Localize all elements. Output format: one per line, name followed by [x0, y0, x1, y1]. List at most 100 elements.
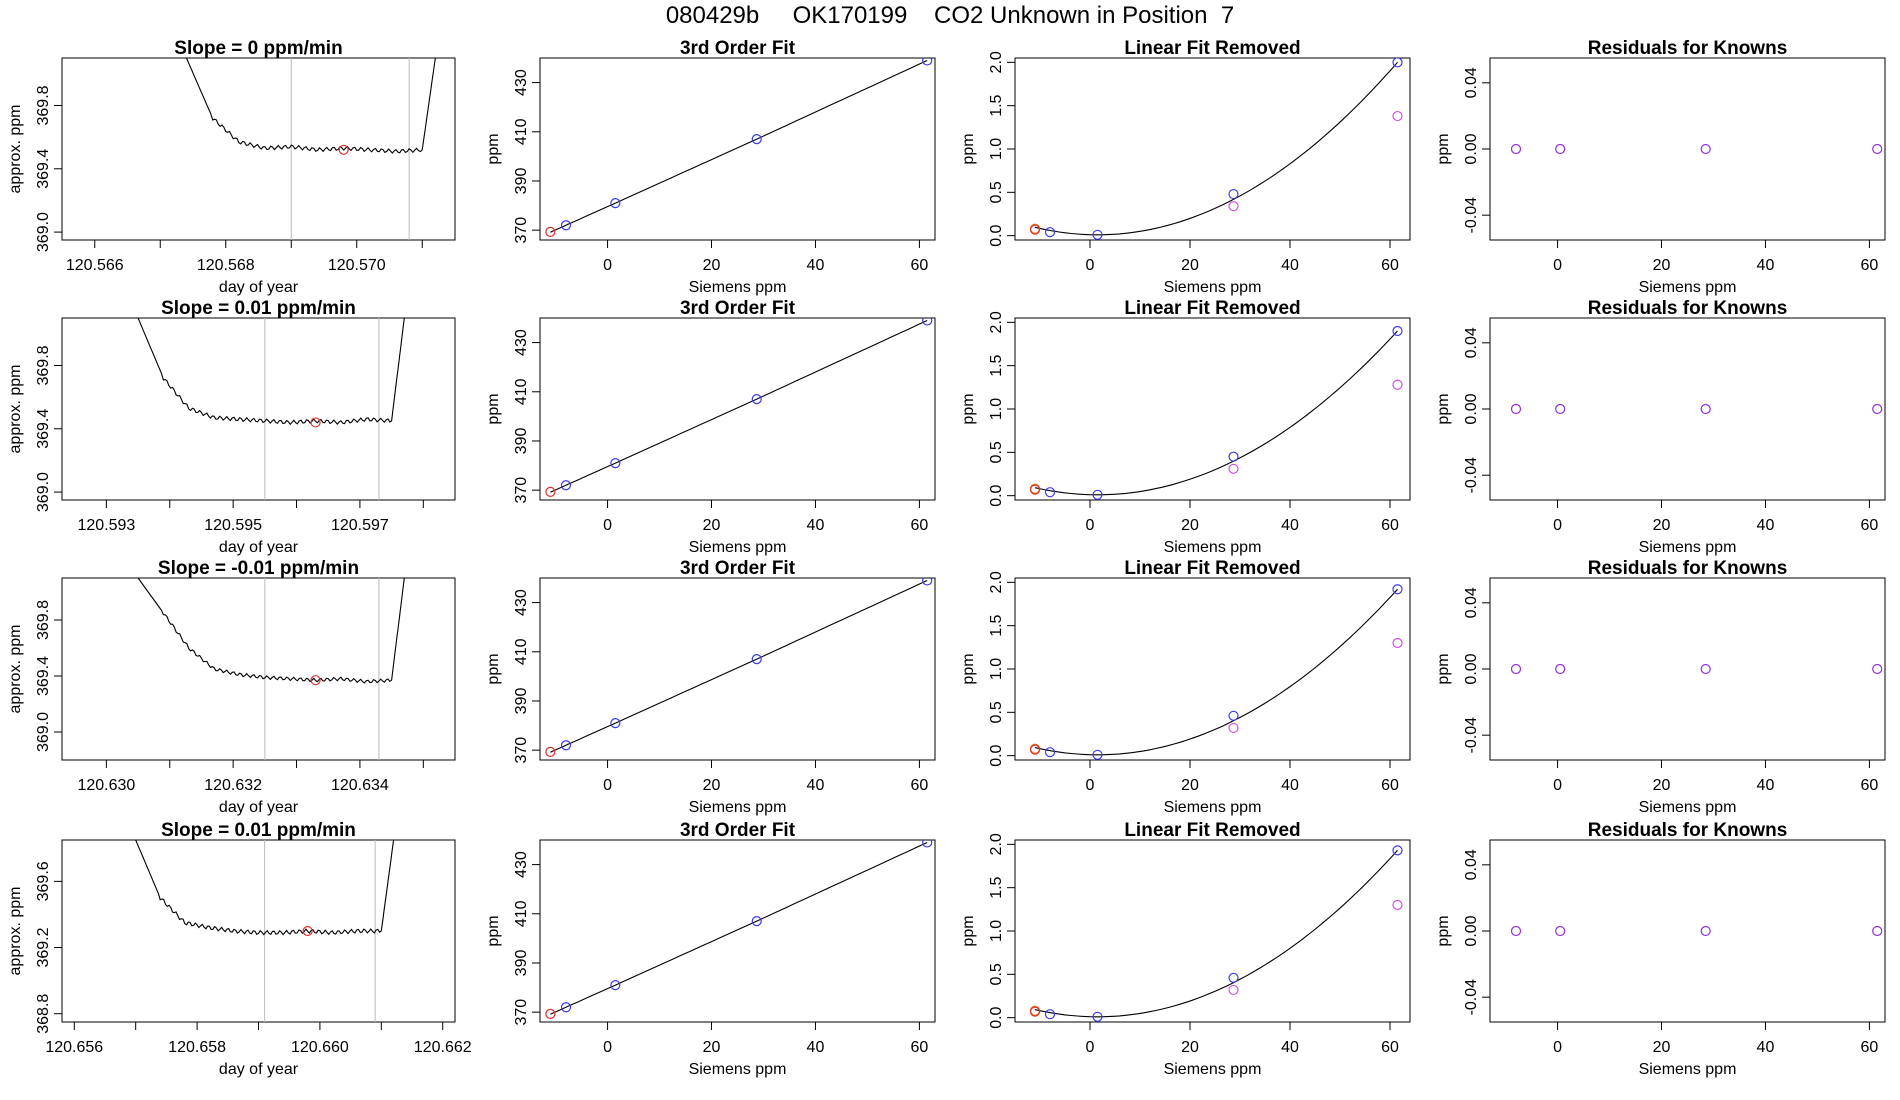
x-tick-label: 40	[807, 517, 825, 534]
panel-1-2: 3rd Order Fit Siemens ppm ppm 0 20 40 60 370 390…	[485, 558, 936, 816]
x-tick-label: 20	[1653, 777, 1671, 794]
panel-title: Slope = 0.01 ppm/min	[161, 820, 356, 841]
residual-point	[1872, 143, 1883, 155]
panel-title: 3rd Order Fit	[680, 298, 796, 319]
x-tick-label: 40	[1281, 777, 1299, 794]
unknown-point	[338, 144, 349, 155]
y-tick-label: 1.0	[988, 920, 1005, 942]
unknown-point	[545, 1008, 556, 1019]
x-tick-label: 20	[703, 777, 721, 794]
y-tick-label: 390	[513, 950, 530, 977]
y-tick-label: 0.0	[988, 744, 1005, 766]
known-point	[1228, 972, 1239, 983]
x-tick-label: 40	[1757, 1039, 1775, 1056]
x-axis-label: Siemens ppm	[689, 539, 787, 556]
y-tick-label: 369.8	[35, 345, 52, 385]
known-point	[922, 318, 933, 326]
figure-title: 080429b OK170199 CO2 Unknown in Position…	[665, 2, 1235, 29]
x-tick-label: 0	[1553, 257, 1562, 274]
data-layer	[545, 318, 933, 497]
plot-frame	[61, 57, 456, 241]
fit-curve	[1034, 61, 1398, 236]
y-tick-label: 369.8	[35, 600, 52, 640]
y-tick-label: 1.5	[988, 614, 1005, 636]
known-point	[560, 740, 572, 751]
x-tick-label: 40	[807, 777, 825, 794]
data-layer	[1510, 143, 1883, 155]
x-tick-label: 40	[1281, 1039, 1299, 1056]
known-point	[751, 916, 762, 927]
y-tick-label: 0.04	[1463, 67, 1480, 98]
residual-point	[1555, 403, 1566, 415]
x-axis-label: day of year	[219, 539, 299, 556]
panel-title: Residuals for Knowns	[1588, 298, 1788, 319]
x-tick-label: 120.568	[197, 257, 255, 274]
residual-point	[1555, 663, 1566, 675]
y-tick-label: 0.04	[1463, 587, 1480, 618]
known-point	[1228, 710, 1239, 721]
plot-frame	[1489, 839, 1886, 1023]
y-axis-label: approx. ppm	[7, 887, 24, 976]
y-tick-label: 370	[513, 217, 530, 244]
data-layer	[137, 578, 405, 760]
x-tick-label: 0	[603, 1039, 612, 1056]
y-tick-label: 369.4	[35, 149, 52, 189]
data-layer	[1510, 925, 1883, 937]
x-axis-label: day of year	[219, 279, 299, 296]
fit-residual-point	[1392, 637, 1403, 649]
x-axis-label: Siemens ppm	[1639, 799, 1737, 816]
y-axis-label: ppm	[960, 915, 977, 946]
y-tick-label: -0.04	[1463, 457, 1480, 494]
x-tick-label: 40	[1757, 517, 1775, 534]
fit-residual-point	[1228, 984, 1239, 996]
y-tick-label: 410	[513, 900, 530, 927]
unknown-point	[1029, 224, 1041, 235]
residual-point	[1510, 143, 1522, 155]
plot-frame	[1014, 839, 1411, 1023]
data-layer	[1029, 845, 1403, 1022]
x-tick-label: 60	[1861, 1039, 1879, 1056]
known-point	[1044, 747, 1056, 758]
panel-title: Slope = 0 ppm/min	[174, 38, 342, 59]
x-tick-label: 120.570	[328, 257, 386, 274]
data-layer	[1510, 403, 1883, 415]
x-tick-label: 20	[1653, 257, 1671, 274]
x-tick-label: 120.632	[204, 777, 262, 794]
x-tick-label: 120.595	[204, 517, 262, 534]
known-point	[922, 578, 933, 586]
y-axis-label: ppm	[485, 653, 502, 684]
y-tick-label: 368.8	[35, 994, 52, 1034]
residual-point	[1700, 143, 1711, 155]
x-tick-label: 20	[1653, 517, 1671, 534]
y-tick-label: 0.5	[988, 963, 1005, 985]
panel-1-1: 3rd Order Fit Siemens ppm ppm 0 20 40 60 370 390…	[485, 298, 936, 556]
y-tick-label: 369.4	[35, 409, 52, 449]
y-tick-label: 410	[513, 638, 530, 665]
y-tick-label: 0.0	[988, 224, 1005, 246]
panel-3-3: Residuals for Knowns Siemens ppm ppm 0 20 40 6…	[1435, 820, 1886, 1078]
x-tick-label: 120.634	[331, 777, 389, 794]
x-tick-label: 60	[911, 1039, 929, 1056]
y-tick-label: 369.4	[35, 656, 52, 696]
plot-frame	[61, 577, 456, 761]
plot-frame	[1014, 57, 1411, 241]
fit-residual-point	[1228, 463, 1239, 474]
known-point	[1228, 451, 1239, 462]
y-tick-label: 430	[513, 851, 530, 878]
x-axis-label: Siemens ppm	[1164, 279, 1262, 296]
known-point	[1044, 487, 1056, 498]
plot-frame	[539, 317, 936, 501]
fit-residual-point	[1392, 110, 1403, 122]
known-point	[1392, 325, 1403, 337]
plot-frame	[539, 57, 936, 241]
fit-residual-point	[1228, 201, 1239, 212]
trace-line	[137, 578, 405, 684]
x-tick-label: 120.630	[77, 777, 135, 794]
x-axis-label: Siemens ppm	[1639, 279, 1737, 296]
panel-3-1: Residuals for Knowns Siemens ppm ppm 0 20 40 6…	[1435, 298, 1886, 556]
plot-frame	[1014, 577, 1411, 761]
data-layer	[545, 58, 933, 237]
x-tick-label: 120.656	[45, 1039, 103, 1056]
x-tick-label: 0	[1086, 777, 1095, 794]
